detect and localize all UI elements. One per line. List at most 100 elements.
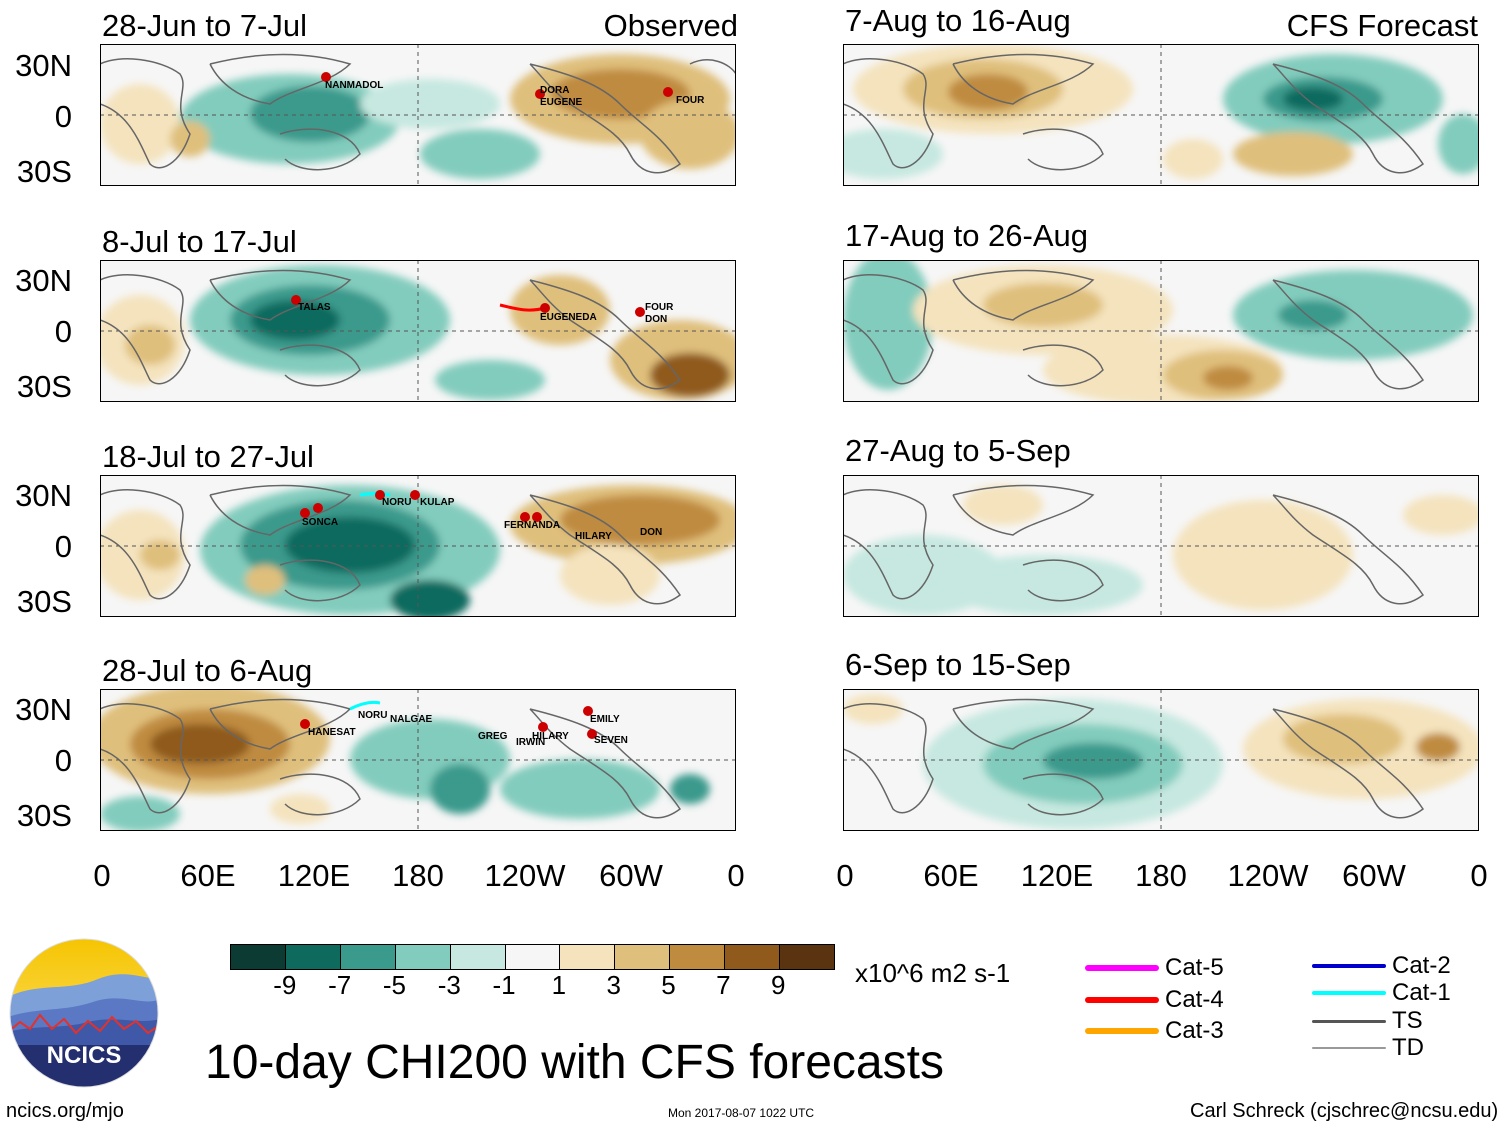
- colorbar-tick-label: -5: [382, 970, 407, 1000]
- footer-url[interactable]: ncics.org/mjo: [6, 1100, 124, 1122]
- map-panel-obs-1: [100, 44, 736, 186]
- legend-label: TD: [1392, 1034, 1424, 1061]
- ncics-logo: NCICS: [9, 938, 159, 1088]
- legend-label: Cat-5: [1165, 954, 1224, 981]
- lon-label: 60E: [923, 858, 979, 893]
- legend-label: Cat-1: [1392, 979, 1451, 1006]
- footer-timestamp: Mon 2017-08-07 1022 UTC: [668, 1106, 815, 1120]
- storm-label: NORU: [358, 710, 388, 721]
- lon-label: 60W: [599, 858, 663, 893]
- panel-title-obs-1: 28-Jun to 7-Jul: [102, 8, 308, 43]
- colorbar-swatch: [231, 945, 285, 969]
- storm-label: NORU: [382, 497, 412, 508]
- storm-label: SEVEN: [594, 735, 628, 746]
- map-panel-obs-4: [100, 689, 736, 831]
- legend-label: Cat-4: [1165, 986, 1224, 1013]
- storm-label: HILARY: [575, 531, 612, 542]
- lat-label: 0: [54, 99, 72, 134]
- legend-swatch: [1312, 991, 1386, 995]
- lat-label: 30N: [15, 263, 72, 298]
- colorbar-tick-label: 7: [716, 970, 731, 1000]
- map-panel-fcst-1: [843, 44, 1479, 186]
- forecast-label: CFS Forecast: [1286, 8, 1478, 43]
- lon-label: 0: [727, 858, 745, 893]
- storm-label: DORA: [540, 85, 570, 96]
- storm-label: DON: [640, 527, 663, 538]
- colorbar-swatch: [559, 945, 615, 969]
- lat-label: 30S: [16, 798, 72, 833]
- colorbar-units: x10^6 m2 s-1: [855, 958, 1011, 988]
- lon-label: 180: [1135, 858, 1187, 893]
- colorbar-tick-label: 5: [661, 970, 676, 1000]
- colorbar-swatch: [339, 945, 395, 969]
- legend-swatch: [1085, 997, 1159, 1003]
- panel-title-obs-2: 8-Jul to 17-Jul: [102, 224, 297, 259]
- storm-label: IRWIN: [516, 737, 546, 748]
- panel-title-obs-3: 18-Jul to 27-Jul: [102, 439, 314, 474]
- lon-label: 0: [93, 858, 111, 893]
- map-panel-fcst-2: [843, 260, 1479, 402]
- colorbar-swatch: [779, 945, 834, 969]
- colorbar-swatch: [614, 945, 670, 969]
- legend-swatch: [1085, 965, 1159, 971]
- lat-label: 30N: [15, 48, 72, 83]
- colorbar-tick-label: 3: [606, 970, 621, 1000]
- storm-label: FOUR: [645, 302, 674, 313]
- legend-swatch: [1085, 1028, 1159, 1034]
- colorbar-swatch: [394, 945, 450, 969]
- lon-label: 0: [836, 858, 854, 893]
- storm-label: HILARY: [532, 731, 569, 742]
- lat-label: 0: [54, 743, 72, 778]
- colorbar-tick-label: -3: [437, 970, 461, 1000]
- panel-title-obs-4: 28-Jul to 6-Aug: [102, 653, 313, 688]
- storm-label: EMILY: [590, 714, 620, 725]
- storm-label: GREG: [478, 731, 508, 742]
- map-panel-obs-3: [100, 475, 736, 617]
- lat-label: 30S: [16, 369, 72, 404]
- lon-label: 120W: [1227, 858, 1309, 893]
- colorbar-tick-label: 9: [770, 970, 786, 1000]
- legend-label: Cat-3: [1165, 1017, 1224, 1044]
- legend-label: Cat-2: [1392, 952, 1451, 979]
- legend-swatch: [1312, 1047, 1386, 1049]
- colorbar-swatch: [724, 945, 780, 969]
- lat-label: 30S: [16, 154, 72, 189]
- colorbar-tick-label: -1: [492, 970, 516, 1000]
- panel-title-fcst-3: 27-Aug to 5-Sep: [845, 433, 1071, 468]
- storm-label: EUGENE: [540, 97, 583, 108]
- lon-label: 180: [392, 858, 444, 893]
- map-panel-fcst-4: [843, 689, 1479, 831]
- colorbar-tick-label: -7: [328, 970, 352, 1000]
- colorbar-swatch: [284, 945, 340, 969]
- lon-label: 60E: [180, 858, 236, 893]
- lat-label: 30S: [16, 584, 72, 619]
- colorbar-tick-label: -9: [273, 970, 297, 1000]
- colorbar-tick-label: 1: [551, 970, 567, 1000]
- storm-label: EUGENEDA: [540, 312, 597, 323]
- colorbar-swatch: [669, 945, 725, 969]
- footer-author: Carl Schreck (cjschrec@ncsu.edu): [1190, 1100, 1499, 1122]
- storm-label: FOUR: [676, 95, 705, 106]
- legend-swatch: [1312, 1019, 1386, 1023]
- observed-label: Observed: [603, 8, 738, 43]
- lon-label: 0: [1470, 858, 1488, 893]
- logo-text: NCICS: [47, 1042, 122, 1069]
- legend-swatch: [1312, 964, 1386, 968]
- panel-title-fcst-1: 7-Aug to 16-Aug: [845, 3, 1071, 38]
- storm-label: DON: [645, 314, 668, 325]
- storm-label: KULAP: [420, 497, 455, 508]
- storm-label: HANESAT: [308, 727, 356, 738]
- storm-label: NANMADOL: [325, 80, 384, 91]
- lon-label: 120E: [277, 858, 351, 893]
- lon-label: 120W: [484, 858, 566, 893]
- lat-label: 0: [54, 314, 72, 349]
- legend-label: TS: [1392, 1007, 1423, 1034]
- storm-label: FERNANDA: [504, 520, 561, 531]
- storm-label: TALAS: [298, 302, 331, 313]
- lat-label: 30N: [15, 692, 72, 727]
- storm-label: SONCA: [302, 517, 339, 528]
- map-panel-fcst-3: [843, 475, 1479, 617]
- panel-title-fcst-4: 6-Sep to 15-Sep: [845, 647, 1071, 682]
- colorbar-swatch: [449, 945, 505, 969]
- lon-label: 120E: [1020, 858, 1094, 893]
